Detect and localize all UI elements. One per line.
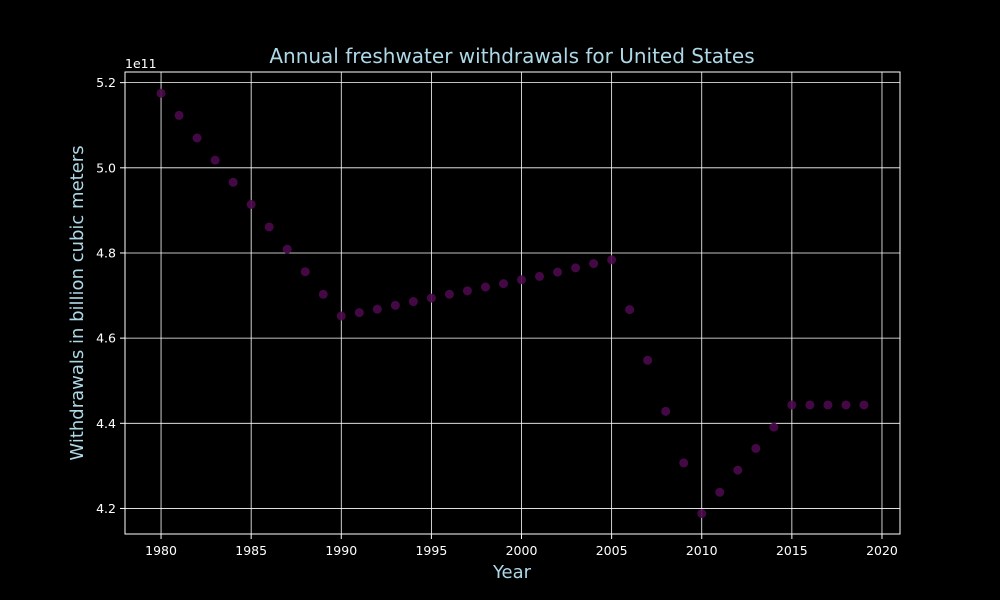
data-point [480,282,490,292]
x-tick-label: 2005 [596,543,628,558]
data-point [264,222,274,232]
data-point [805,400,815,410]
data-point [661,406,671,416]
data-point [282,244,292,254]
data-point [823,400,833,410]
x-tick-label: 2015 [776,543,808,558]
data-point [859,400,869,410]
data-point [715,487,725,497]
y-tick-label: 4.6 [96,331,116,346]
x-tick-label: 2020 [866,543,898,558]
data-point [174,110,184,120]
data-point [498,279,508,289]
data-point [607,255,617,265]
y-tick-label: 5.2 [96,75,116,90]
data-point [535,271,545,281]
data-point [318,289,328,299]
y-tick-label: 4.2 [96,501,116,516]
data-point [751,443,761,453]
data-point [787,400,797,410]
data-points [156,88,869,519]
axis-ticks: 1980 1985 1990 1995 2000 2005 2010 2015 2020 4.2 4… [96,75,898,558]
data-point [354,308,364,318]
y-axis-label: Withdrawals in billion cubic meters [67,145,88,460]
data-point [300,267,310,277]
data-point [444,289,454,299]
data-point [372,304,382,314]
data-point [228,177,238,187]
data-point [390,300,400,310]
data-point [336,311,346,321]
data-point [571,263,581,273]
data-point [697,509,707,519]
x-tick-label: 1985 [235,543,267,558]
data-point [192,133,202,143]
data-point [462,286,472,296]
data-point [553,267,563,277]
data-point [408,297,418,307]
y-tick-label: 4.4 [96,416,116,431]
y-tick-label: 5.0 [96,160,116,175]
y-axis-offset-text: 1e11 [125,56,157,71]
x-axis-label: Year [492,562,532,583]
x-tick-label: 2010 [686,543,718,558]
data-point [841,400,851,410]
plot-frame [124,71,901,535]
x-tick-label: 2000 [506,543,538,558]
data-point [589,259,599,269]
data-point [426,293,436,303]
chart-title: Annual freshwater withdrawals for United… [269,44,754,68]
grid [125,72,900,534]
data-point [517,275,527,285]
data-point [769,422,779,432]
data-point [733,465,743,475]
data-point [156,88,166,98]
data-point [210,155,220,165]
data-point [643,355,653,365]
data-point [679,458,689,468]
y-tick-label: 4.8 [96,245,116,260]
data-point [246,199,256,209]
data-point [625,305,635,315]
x-tick-label: 1980 [145,543,177,558]
x-tick-label: 1990 [325,543,357,558]
x-tick-label: 1995 [415,543,447,558]
